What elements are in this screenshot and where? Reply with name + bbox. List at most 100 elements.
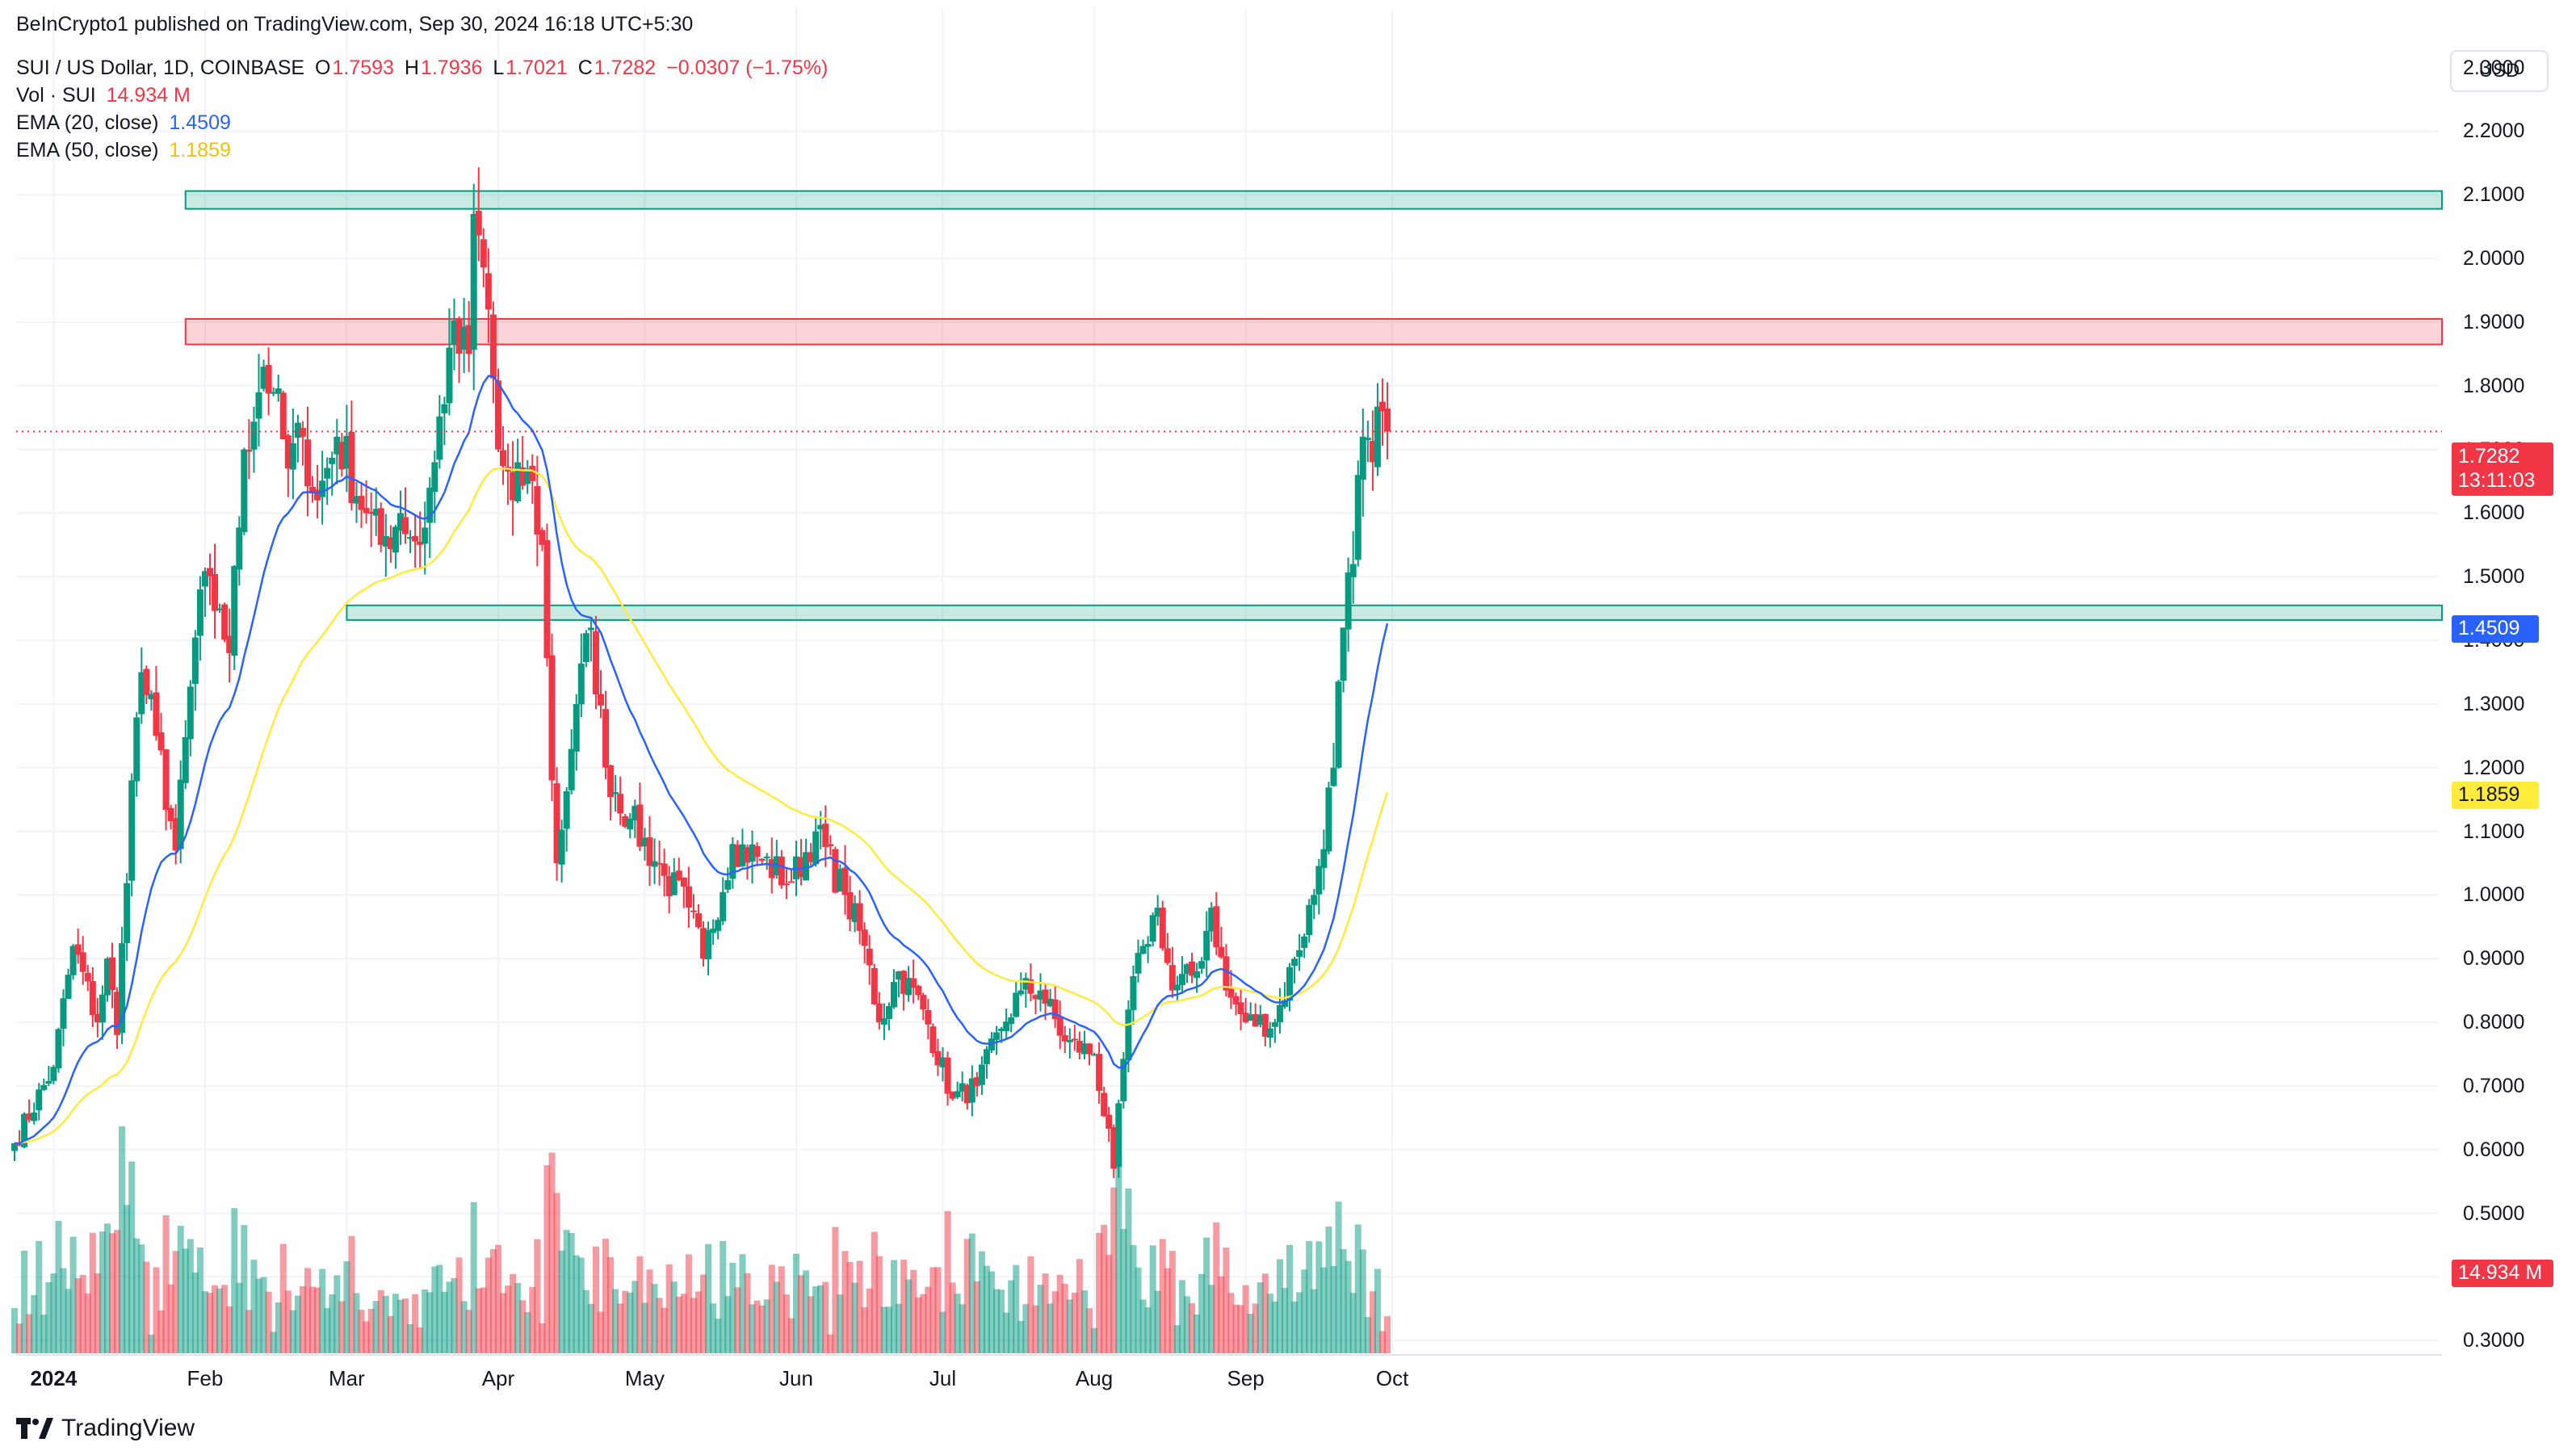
volume-bar bbox=[573, 1255, 580, 1353]
volume-bar bbox=[519, 1300, 527, 1353]
volume-bar bbox=[514, 1282, 522, 1353]
volume-bar bbox=[284, 1290, 292, 1353]
volume-bar bbox=[988, 1271, 995, 1353]
volume-bar bbox=[191, 1272, 199, 1353]
candle-body bbox=[329, 457, 336, 464]
candle-body bbox=[89, 981, 96, 1016]
volume-bar bbox=[304, 1268, 311, 1353]
candle-body bbox=[133, 717, 141, 782]
candle-body bbox=[26, 1113, 33, 1120]
bar-countdown: 13:11:03 bbox=[2458, 469, 2536, 492]
candle-body bbox=[324, 468, 331, 479]
volume-bar bbox=[1194, 1314, 1201, 1353]
support-zone bbox=[184, 190, 2443, 210]
volume-bar bbox=[529, 1287, 536, 1353]
candle-body bbox=[157, 732, 165, 751]
volume-bar bbox=[612, 1289, 619, 1353]
candle-body bbox=[36, 1089, 43, 1111]
volume-bar bbox=[1008, 1280, 1015, 1353]
candle-body bbox=[50, 1067, 57, 1081]
candle-body bbox=[353, 496, 360, 504]
candle-body bbox=[954, 1091, 961, 1097]
volume-bar bbox=[602, 1239, 610, 1353]
candle-body bbox=[1349, 564, 1357, 577]
candle-body bbox=[891, 982, 897, 1008]
candle-body bbox=[998, 1028, 1005, 1031]
candle-body bbox=[773, 856, 780, 876]
currency-button[interactable]: USD bbox=[2450, 50, 2549, 92]
tradingview-logo[interactable]: TradingView bbox=[16, 1415, 195, 1442]
low-value: 1.7021 bbox=[506, 57, 568, 79]
volume-bar bbox=[1291, 1301, 1298, 1353]
candle-body bbox=[715, 920, 722, 931]
candle-body bbox=[1096, 1054, 1103, 1092]
volume-label[interactable]: Vol · SUI bbox=[16, 84, 96, 107]
volume-bar bbox=[1135, 1267, 1142, 1353]
candle-body bbox=[470, 213, 477, 350]
volume-bar bbox=[124, 1205, 131, 1353]
volume-bar bbox=[1335, 1201, 1342, 1353]
candle-body bbox=[846, 891, 854, 920]
volume-bar bbox=[592, 1246, 599, 1353]
volume-bar bbox=[494, 1244, 501, 1353]
volume-bar bbox=[1013, 1264, 1020, 1353]
volume-bar bbox=[1027, 1256, 1034, 1353]
volume-bar bbox=[1198, 1273, 1206, 1353]
candle-body bbox=[1105, 1114, 1113, 1129]
volume-bar bbox=[270, 1331, 277, 1353]
candle-body bbox=[1032, 995, 1039, 1000]
candle-body bbox=[612, 792, 619, 795]
volume-bar bbox=[954, 1294, 961, 1353]
candle-body bbox=[837, 869, 844, 892]
volume-bar bbox=[1271, 1301, 1278, 1353]
candle-body bbox=[915, 985, 922, 996]
candle-body bbox=[685, 886, 692, 908]
candle-body bbox=[1194, 971, 1201, 979]
volume-bar bbox=[392, 1294, 399, 1353]
volume-bar bbox=[1301, 1269, 1308, 1353]
volume-bar bbox=[705, 1243, 712, 1353]
volume-bar bbox=[74, 1277, 82, 1353]
candle-body bbox=[744, 847, 751, 863]
candle-body bbox=[568, 748, 575, 790]
volume-bar bbox=[157, 1310, 165, 1353]
ema50-label[interactable]: EMA (50, close) bbox=[16, 139, 159, 161]
candle-body bbox=[1066, 1039, 1073, 1042]
volume-bar bbox=[36, 1240, 43, 1353]
ema20-label[interactable]: EMA (20, close) bbox=[16, 111, 159, 134]
ema50-legend: EMA (50, close) 1.1859 bbox=[16, 139, 236, 162]
candle-body bbox=[607, 765, 615, 798]
ema50-tag: 1.1859 bbox=[2452, 782, 2539, 809]
volume-bar bbox=[505, 1285, 512, 1353]
volume-bar bbox=[622, 1290, 629, 1353]
candle-body bbox=[412, 535, 419, 542]
candle-body bbox=[617, 794, 624, 814]
candle-body bbox=[959, 1083, 966, 1092]
candles bbox=[11, 167, 1391, 1178]
volume-bar bbox=[543, 1165, 551, 1353]
candle-body bbox=[372, 509, 380, 516]
volume-bar bbox=[1364, 1317, 1371, 1353]
candle-body bbox=[1369, 441, 1376, 463]
volume-bar bbox=[939, 1311, 946, 1353]
volume-bar bbox=[1237, 1305, 1244, 1353]
volume-bar bbox=[167, 1284, 174, 1353]
volume-bar bbox=[119, 1126, 126, 1353]
volume-bar bbox=[846, 1262, 854, 1353]
volume-bar bbox=[1003, 1312, 1010, 1353]
volume-bar bbox=[993, 1289, 1001, 1353]
symbol-title[interactable]: SUI / US Dollar, 1D, COINBASE bbox=[16, 57, 305, 79]
volume-bar bbox=[1022, 1304, 1030, 1353]
volume-bar bbox=[1115, 1157, 1122, 1353]
candle-body bbox=[270, 392, 277, 394]
ema20-legend: EMA (20, close) 1.4509 bbox=[16, 111, 236, 135]
volume-bar bbox=[45, 1281, 52, 1353]
candle-body bbox=[988, 1038, 995, 1051]
candle-body bbox=[983, 1049, 990, 1064]
volume-bar bbox=[1384, 1316, 1391, 1353]
volume-bar bbox=[1032, 1305, 1039, 1353]
volume-bar bbox=[763, 1299, 770, 1353]
candle-body bbox=[358, 496, 365, 510]
candle-body bbox=[1135, 953, 1142, 974]
